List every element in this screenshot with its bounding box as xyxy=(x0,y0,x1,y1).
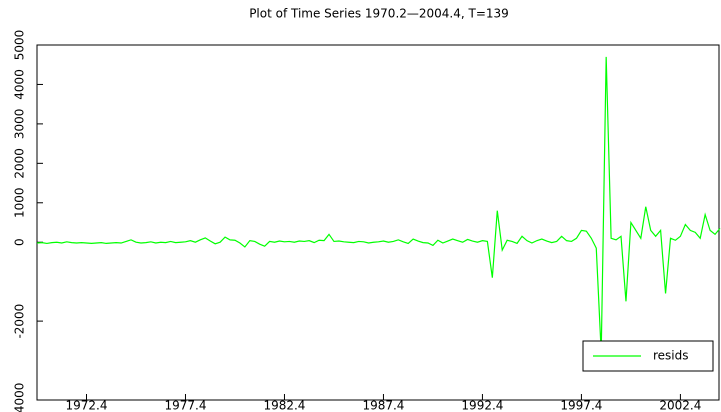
y-tick-label: 4000 xyxy=(13,69,27,100)
y-tick-label: 1000 xyxy=(13,188,27,219)
x-tick-label: 1987.4 xyxy=(362,399,404,412)
y-tick-label: 0 xyxy=(13,238,27,246)
x-tick-label: 1972.4 xyxy=(65,399,107,412)
y-tick-label: 5000 xyxy=(13,30,27,61)
y-tick-label: 3000 xyxy=(13,109,27,140)
chart-title: Plot of Time Series 1970.2—2004.4, T=139 xyxy=(249,7,509,21)
y-tick-label: -2000 xyxy=(13,304,27,339)
x-tick-label: 1982.4 xyxy=(263,399,305,412)
plot-frame xyxy=(36,44,720,401)
legend-label: resids xyxy=(653,349,689,363)
y-tick-label: -4000 xyxy=(13,383,27,412)
x-tick-label: 1997.4 xyxy=(560,399,602,412)
x-tick-label: 1977.4 xyxy=(164,399,206,412)
x-tick-label: 2002.4 xyxy=(659,399,701,412)
y-tick-label: 2000 xyxy=(13,148,27,179)
x-tick-label: 1992.4 xyxy=(461,399,503,412)
series-line xyxy=(36,56,721,353)
